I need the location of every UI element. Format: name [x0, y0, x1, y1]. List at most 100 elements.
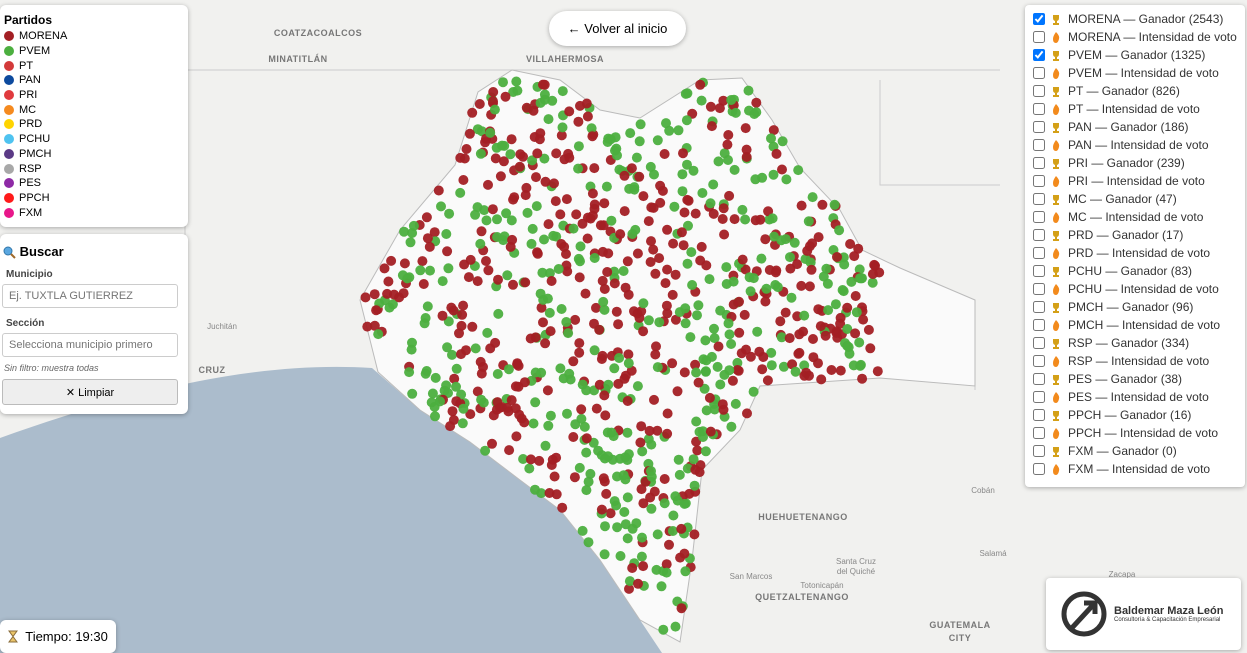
layer-checkbox[interactable] [1033, 373, 1045, 385]
layer-checkbox[interactable] [1033, 139, 1045, 151]
section-dot [614, 353, 625, 363]
layer-item: RSP — Intensidad de voto [1031, 352, 1239, 370]
section-dot [437, 310, 448, 321]
section-dot [581, 485, 592, 496]
layer-checkbox[interactable] [1033, 193, 1045, 205]
section-dot [619, 170, 630, 181]
layer-checkbox[interactable] [1033, 445, 1045, 457]
section-dot [458, 403, 469, 414]
section-dot [525, 454, 536, 465]
section-dot [771, 265, 782, 276]
section-dot [705, 426, 716, 437]
section-dot [673, 454, 684, 465]
section-dot [429, 227, 440, 238]
section-dot [487, 438, 497, 449]
section-dot [646, 466, 656, 476]
section-dot [701, 260, 712, 271]
place-label: CITY [949, 633, 972, 643]
section-dot [582, 233, 593, 244]
layer-label: PES — Intensidad de voto [1068, 390, 1209, 404]
section-dot [662, 224, 673, 235]
section-dot [865, 343, 876, 354]
layer-item: PAN — Ganador (186) [1031, 118, 1239, 136]
layer-checkbox[interactable] [1033, 283, 1045, 295]
section-dot [721, 262, 732, 273]
layer-icon [1053, 355, 1060, 367]
section-dot [442, 342, 453, 353]
layer-checkbox[interactable] [1033, 337, 1045, 349]
layer-checkbox[interactable] [1033, 427, 1045, 439]
section-dot [842, 302, 853, 313]
layer-checkbox[interactable] [1033, 85, 1045, 97]
section-dot [615, 551, 626, 561]
section-dot [838, 286, 849, 297]
place-label: HUEHUETENANGO [758, 512, 848, 522]
layer-checkbox[interactable] [1033, 355, 1045, 367]
section-dot [417, 256, 428, 267]
layer-checkbox[interactable] [1033, 301, 1045, 313]
section-dot [527, 223, 538, 234]
layer-label: PT — Intensidad de voto [1068, 102, 1200, 116]
legend-item: MC [4, 102, 184, 117]
layer-checkbox[interactable] [1033, 391, 1045, 403]
section-dot [518, 454, 529, 464]
place-label: GUATEMALA [929, 620, 990, 630]
section-dot [728, 276, 739, 287]
section-dot [534, 455, 545, 466]
layer-checkbox[interactable] [1033, 409, 1045, 421]
section-dot [740, 123, 751, 134]
layer-checkbox[interactable] [1033, 13, 1045, 25]
section-dot [449, 373, 460, 384]
layer-checkbox[interactable] [1033, 463, 1045, 475]
section-dot [441, 380, 452, 391]
section-dot [599, 549, 610, 560]
layer-checkbox[interactable] [1033, 49, 1045, 61]
section-dot [575, 241, 586, 252]
clear-button[interactable]: ✕ Limpiar [2, 379, 178, 405]
section-dot [638, 498, 649, 509]
section-dot [418, 279, 429, 289]
section-dot [766, 133, 776, 144]
layer-label: PES — Ganador (38) [1068, 372, 1183, 386]
layer-item: RSP — Ganador (334) [1031, 334, 1239, 352]
section-dot [752, 326, 763, 337]
layer-icon [1053, 230, 1059, 241]
layer-checkbox[interactable] [1033, 31, 1045, 43]
layer-checkbox[interactable] [1033, 229, 1045, 241]
section-dot [668, 238, 679, 249]
section-dot [425, 265, 435, 276]
section-dot [740, 214, 751, 225]
section-dot [530, 397, 541, 408]
section-dot [662, 308, 673, 319]
section-dot [627, 229, 638, 239]
layer-icon [1053, 14, 1059, 25]
legend-swatch [4, 46, 14, 57]
section-dot [637, 532, 647, 543]
section-dot [447, 406, 458, 417]
municipio-input[interactable] [2, 284, 178, 308]
section-dot [638, 561, 649, 572]
section-dot [581, 385, 592, 396]
section-dot [456, 320, 467, 331]
seccion-input[interactable] [2, 333, 178, 357]
section-dot [680, 318, 691, 329]
layer-checkbox[interactable] [1033, 103, 1045, 115]
layer-checkbox[interactable] [1033, 247, 1045, 259]
section-dot [479, 205, 490, 216]
section-dot [360, 292, 371, 303]
layer-checkbox[interactable] [1033, 319, 1045, 331]
back-button[interactable]: ← Volver al inicio [549, 11, 686, 46]
section-dot [662, 264, 673, 275]
layer-checkbox[interactable] [1033, 265, 1045, 277]
layer-checkbox[interactable] [1033, 67, 1045, 79]
legend-title: Partidos [4, 13, 53, 27]
section-dot [706, 121, 717, 132]
layer-checkbox[interactable] [1033, 175, 1045, 187]
layer-checkbox[interactable] [1033, 121, 1045, 133]
layer-checkbox[interactable] [1033, 211, 1045, 223]
section-dot [527, 155, 538, 166]
section-dot [708, 179, 719, 190]
section-dot [712, 361, 723, 372]
layer-checkbox[interactable] [1033, 157, 1045, 169]
section-dot [451, 381, 461, 392]
